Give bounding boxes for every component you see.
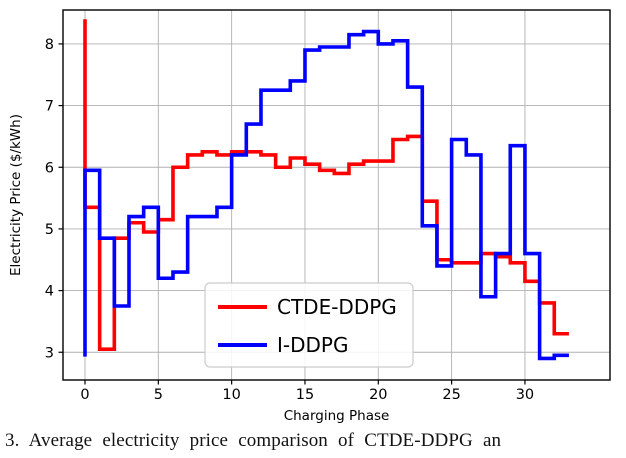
y-tick-label: 4 [45, 284, 54, 300]
y-tick-label: 8 [45, 37, 54, 53]
y-tick-label: 5 [45, 222, 54, 238]
x-tick-label: 5 [154, 387, 163, 403]
price-comparison-chart: 0 5 10 15 20 25 30 3 4 5 6 7 8 Charging Phase Electric… [8, 9, 611, 424]
y-tick-label: 6 [45, 160, 54, 176]
x-tick-label: 15 [296, 387, 314, 403]
figure-caption: 3. Average electricity price comparison … [5, 430, 502, 451]
x-tick-label: 10 [222, 387, 240, 403]
y-tick-label: 3 [45, 345, 54, 361]
legend-label: CTDE-DDPG [277, 295, 397, 319]
x-axis-label: Charging Phase [284, 408, 390, 424]
x-tick-label: 25 [442, 387, 460, 403]
y-tick-label: 7 [45, 99, 54, 115]
x-tick-label: 0 [80, 387, 89, 403]
plot-border [62, 9, 611, 381]
y-axis-label: Electricity Price ($/kWh) [8, 114, 24, 276]
series-i-ddpg [83, 29, 569, 361]
x-tick-label: 20 [369, 387, 387, 403]
legend-label: I-DDPG [277, 333, 348, 357]
legend: CTDE-DDPG I-DDPG [204, 282, 414, 368]
x-tick-label: 30 [516, 387, 534, 403]
